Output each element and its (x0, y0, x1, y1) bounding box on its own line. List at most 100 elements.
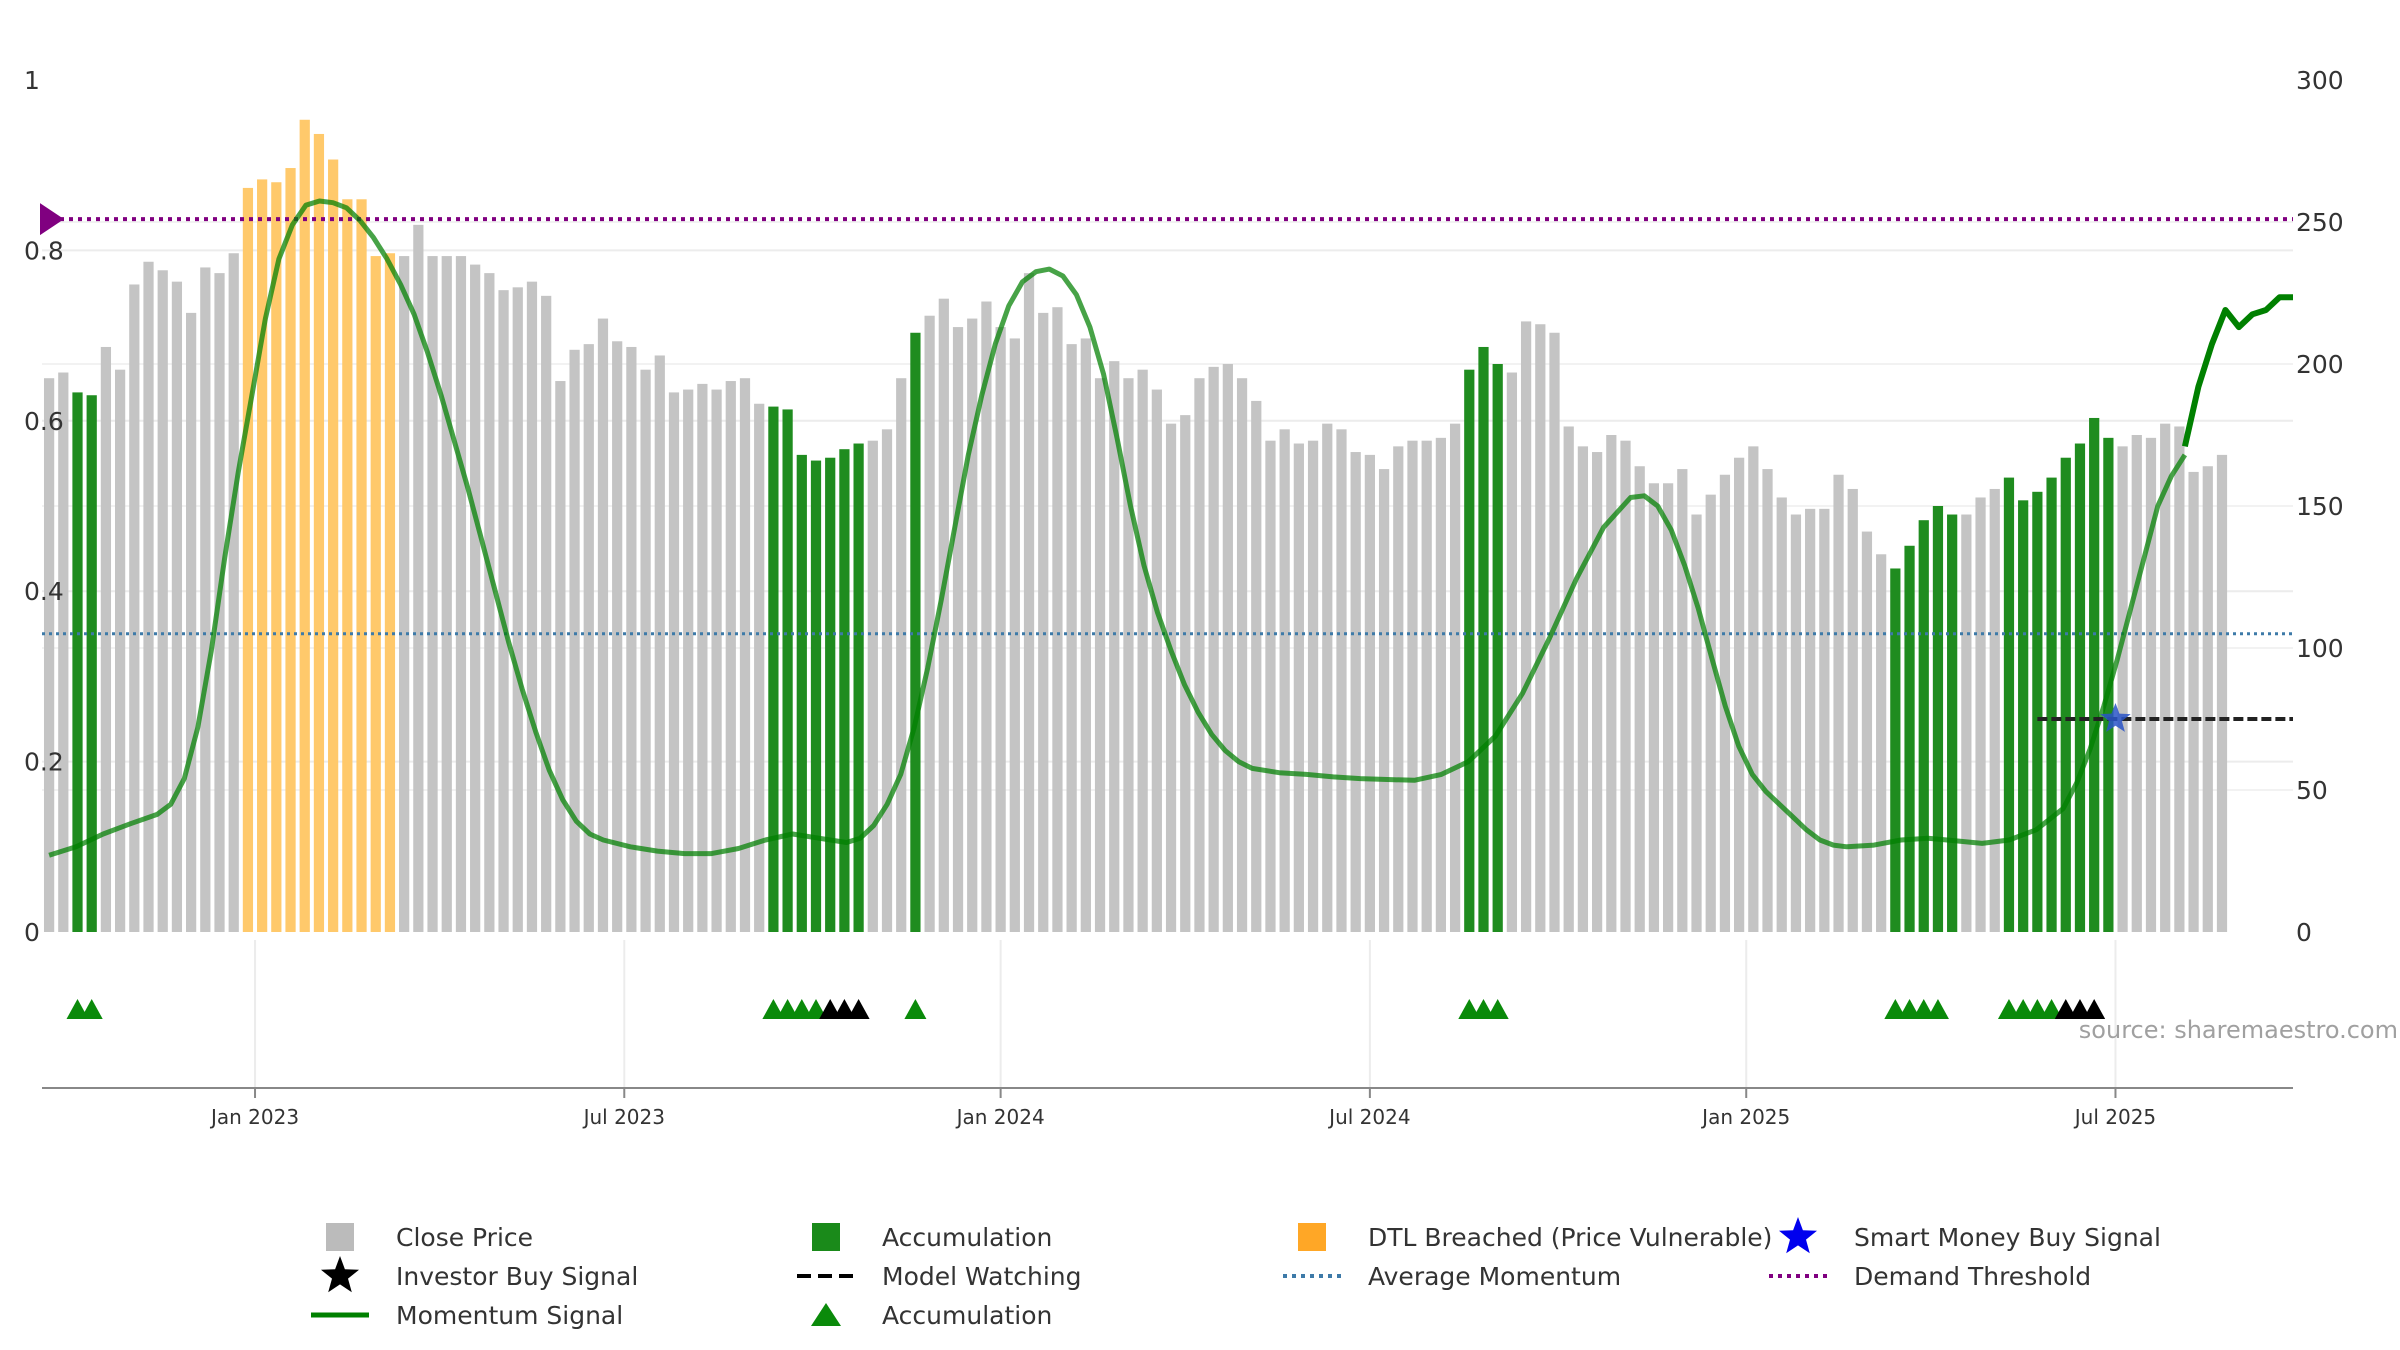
accumulation-bar (2089, 417, 2100, 933)
accumulation-bar (768, 406, 779, 933)
legend-item: Smart Money Buy Signal (1779, 1217, 2161, 1254)
source-label: source: sharemaestro.com (2079, 1016, 2398, 1044)
close-price-bar (1123, 378, 1134, 932)
close-price-bar (1393, 446, 1404, 932)
dtl-breached-bar (356, 199, 367, 932)
smart-money-buy-signal (2100, 703, 2131, 732)
investor-buy-marker (2054, 999, 2077, 1019)
close-price-bar (1265, 440, 1276, 932)
close-price-bar (654, 355, 665, 933)
accumulation-bar (1904, 545, 1915, 932)
close-price-bar (1194, 378, 1205, 932)
accumulation-bar (825, 457, 836, 932)
accumulation-bar (1918, 520, 1929, 932)
close-price-bar (1520, 321, 1532, 932)
accumulation-bar (86, 395, 97, 932)
close-price-bar (114, 369, 126, 932)
legend-item: Close Price (326, 1223, 533, 1252)
close-price-bar (1833, 474, 1844, 932)
x-axis-tick: Jan 2025 (1700, 1105, 1790, 1129)
close-price-bar (1776, 497, 1787, 932)
close-price-bar (399, 256, 410, 933)
legend-item: Momentum Signal (311, 1301, 623, 1330)
close-price-bar (640, 369, 651, 932)
accumulation-marker (1898, 999, 1921, 1019)
close-price-bar (427, 256, 438, 933)
close-price-bar (1790, 514, 1802, 932)
right-axis-tick: 250 (2296, 208, 2344, 237)
close-price-bar (1634, 466, 1645, 932)
close-price-bar (1336, 429, 1347, 932)
legend-triangle-icon (811, 1303, 841, 1326)
close-price-bar (2131, 435, 2142, 932)
close-price-bar (1208, 366, 1219, 933)
close-price-bar (470, 264, 481, 933)
close-price-bar (938, 298, 949, 932)
investor-buy-marker (2083, 999, 2106, 1019)
momentum-signal-line-recent (2181, 294, 2293, 448)
close-price-bar (1180, 415, 1191, 932)
close-price-bar (555, 381, 566, 932)
right-axis-tick: 200 (2296, 350, 2344, 379)
left-axis-tick: 0.8 (24, 236, 64, 265)
close-price-bar (1449, 423, 1461, 932)
close-price-bar (1648, 483, 1660, 932)
left-axis-tick: 0.4 (24, 577, 64, 606)
left-axis-tick: 0.2 (24, 748, 64, 777)
legend-label: Investor Buy Signal (396, 1262, 638, 1291)
dtl-breached-bar (370, 256, 381, 933)
close-price-bar (1109, 361, 1120, 932)
legend-item: Average Momentum (1283, 1262, 1621, 1291)
close-price-bar (952, 327, 964, 933)
close-price-bar (1663, 483, 1674, 932)
close-price-bar (1677, 469, 1688, 932)
accumulation-bar (2060, 457, 2071, 932)
close-price-bar (1279, 429, 1290, 932)
close-price-bar (157, 270, 168, 932)
accumulation-bar (910, 332, 921, 932)
accumulation-bar (796, 454, 807, 932)
legend-item: Model Watching (797, 1262, 1082, 1291)
accumulation-marker (2040, 999, 2063, 1019)
accumulation-bar (1478, 346, 1489, 933)
dtl-breached-bar (299, 119, 310, 932)
close-price-bar (1591, 452, 1603, 932)
accumulation-bar (72, 392, 83, 932)
close-price-bar (1421, 440, 1432, 932)
close-price-bar (583, 344, 594, 932)
dtl-breached-bar (257, 179, 268, 932)
legend-item: Investor Buy Signal (321, 1256, 638, 1293)
close-price-bar (1137, 369, 1148, 932)
close-price-bar (1251, 400, 1262, 932)
close-price-bar (1364, 454, 1375, 932)
accumulation-bar (2003, 477, 2015, 932)
accumulation-marker (1997, 999, 2020, 1019)
close-price-bar (1819, 508, 1830, 932)
close-price-bar (1535, 324, 1546, 932)
close-price-bar (1762, 469, 1773, 932)
close-price-bar (683, 389, 694, 932)
close-price-bar (626, 346, 637, 933)
close-price-bar (1378, 469, 1390, 932)
accumulation-bar (810, 460, 822, 932)
right-axis-tick: 0 (2296, 918, 2312, 947)
signal-lines (40, 198, 2293, 858)
accumulation-bar (1932, 506, 1944, 932)
close-price-bar (541, 295, 552, 933)
close-price-bar (171, 281, 183, 932)
close-price-bar (526, 281, 538, 932)
accumulation-marker (2012, 999, 2035, 1019)
close-price-bar (1023, 273, 1035, 932)
x-axis-tick: Jul 2023 (582, 1105, 665, 1129)
close-price-bar (498, 290, 509, 932)
accumulation-bar (839, 449, 850, 932)
close-price-bar (1876, 554, 1887, 932)
close-price-bar (143, 261, 154, 932)
right-axis-tick: 50 (2296, 776, 2328, 805)
investor-buy-marker (819, 999, 842, 1019)
dtl-breached-bar (384, 253, 396, 933)
close-price-bar (725, 381, 736, 932)
close-price-bar (1861, 531, 1873, 932)
close-price-bar (1734, 457, 1745, 932)
close-price-bar (100, 346, 112, 933)
